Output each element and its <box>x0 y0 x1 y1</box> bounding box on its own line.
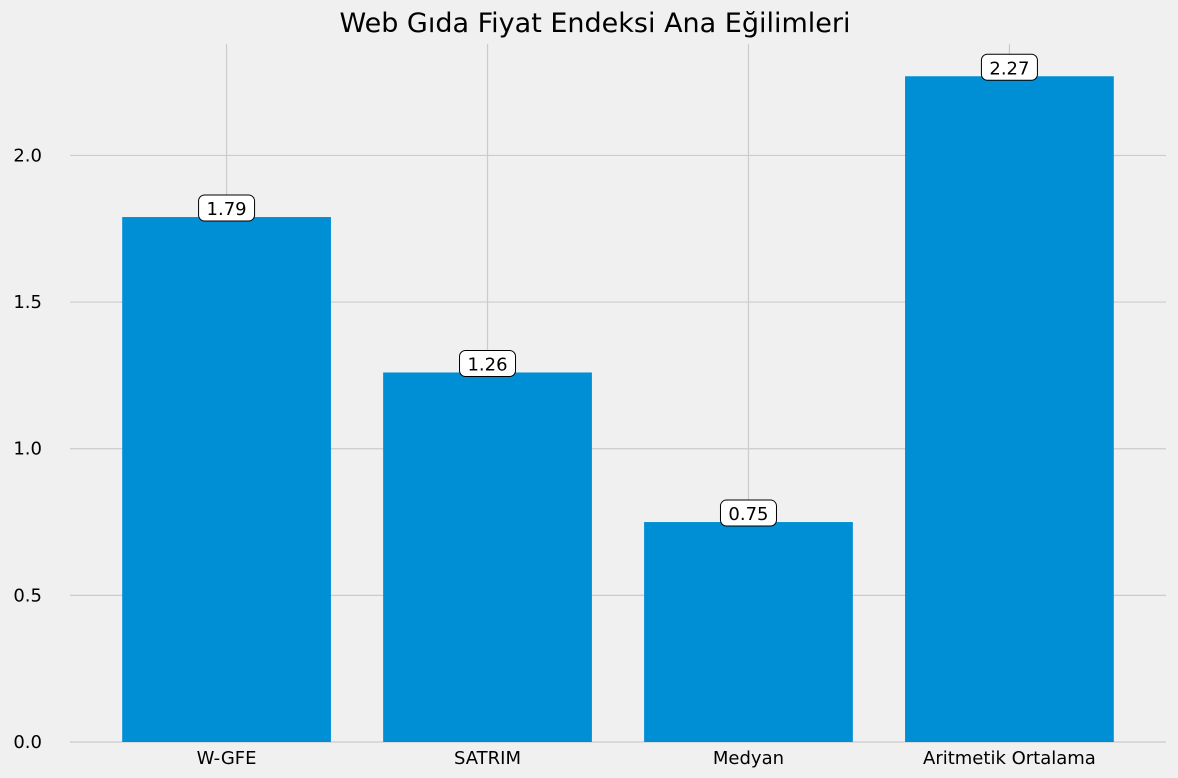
bar <box>122 217 331 742</box>
y-tick-label: 2.0 <box>13 145 42 166</box>
chart-title: Web Gıda Fiyat Endeksi Ana Eğilimleri <box>339 8 850 39</box>
data-label: 0.75 <box>719 499 777 527</box>
x-tick-label: Aritmetik Ortalama <box>923 748 1096 769</box>
data-labels: 1.79 1.26 0.75 2.27 <box>198 53 1038 527</box>
data-label-box <box>980 53 1038 81</box>
data-label-text: 1.26 <box>467 354 507 375</box>
x-tick-label: Medyan <box>713 748 784 769</box>
bar <box>383 372 592 742</box>
data-label-box <box>719 499 777 527</box>
y-tick-label: 1.0 <box>13 439 42 460</box>
x-tick-label: SATRIM <box>454 748 521 769</box>
data-label: 2.27 <box>980 53 1038 81</box>
bars <box>122 76 1114 743</box>
data-label: 1.26 <box>459 349 517 377</box>
y-tick-label: 0.0 <box>13 732 42 753</box>
bar <box>905 76 1114 743</box>
data-label-text: 1.79 <box>207 199 247 220</box>
y-tick-label: 1.5 <box>13 292 42 313</box>
bar <box>644 522 853 742</box>
data-label-box <box>459 349 517 377</box>
x-axis: W-GFE SATRIM Medyan Aritmetik Ortalama <box>197 748 1096 769</box>
y-axis: 0.0 0.5 1.0 1.5 2.0 <box>13 145 42 753</box>
data-label: 1.79 <box>198 194 256 222</box>
data-label-text: 2.27 <box>989 58 1029 79</box>
data-label-box <box>198 194 256 222</box>
data-label-text: 0.75 <box>728 504 768 525</box>
x-tick-label: W-GFE <box>197 748 257 769</box>
y-tick-label: 0.5 <box>13 585 42 606</box>
